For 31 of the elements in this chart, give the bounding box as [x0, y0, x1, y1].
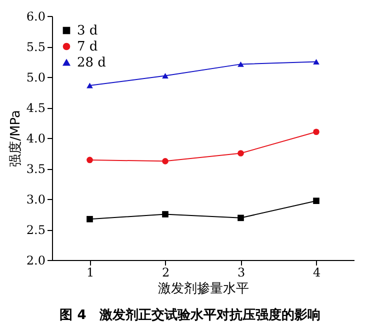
y-tick-label: 5.0: [26, 70, 46, 84]
point: [86, 216, 93, 222]
x-tick-label: 2: [162, 266, 170, 280]
y-tick-label: 4.0: [26, 132, 46, 146]
y-tick-label: 5.5: [26, 40, 46, 54]
y-tick-label: 6.0: [26, 10, 46, 24]
x-tick-label: 4: [312, 266, 321, 280]
point: [313, 59, 320, 64]
point: [162, 211, 168, 218]
y-tick-label: 4.5: [26, 101, 46, 115]
legend-label: 7 d: [77, 40, 98, 54]
x-tick-label: 1: [86, 266, 94, 280]
caption: 图 4 激发剂正交试验水平对抗压强度的影响: [58, 306, 322, 324]
y-tick-label: 3.5: [26, 162, 46, 176]
point: [313, 128, 320, 136]
point: [162, 158, 168, 164]
y-tick-label: 2.0: [26, 254, 46, 268]
point: [238, 214, 244, 222]
x-tick-label: 3: [237, 266, 246, 280]
y-tick-label: 3.0: [26, 192, 46, 206]
x-axis-title: 激发剂掺量水平: [158, 280, 249, 296]
point: [238, 61, 244, 67]
point: [86, 82, 93, 88]
point: [86, 156, 93, 164]
point: [313, 198, 320, 204]
legend-label: 3 d: [77, 24, 98, 38]
point: [162, 73, 168, 79]
y-tick-label: 2.5: [26, 223, 46, 237]
y-axis-title: 强度/MPa: [7, 110, 24, 167]
point: [238, 150, 244, 156]
legend-label: 28 d: [77, 56, 106, 70]
